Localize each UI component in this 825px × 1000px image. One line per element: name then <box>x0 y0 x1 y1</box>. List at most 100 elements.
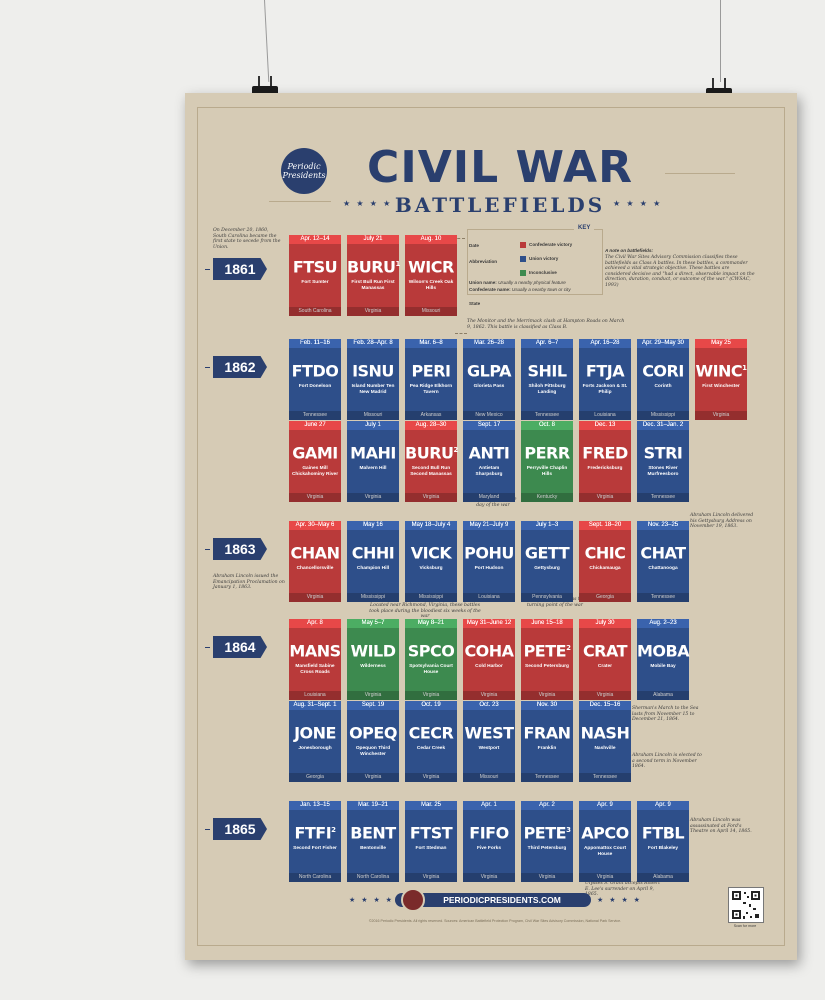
battle-tile-ftja[interactable]: Apr. 16–28 FTJA Forts Jackson & St. Philip… <box>579 339 631 420</box>
battle-state: Virginia <box>463 691 515 700</box>
legend-confederate: Confederate victory <box>529 242 573 247</box>
battle-tile-pete-3[interactable]: Apr. 2 PETE3 Third Petersburg Virginia <box>521 801 573 882</box>
battle-ordinal: 2 <box>566 644 571 652</box>
battle-tile-ftst[interactable]: Mar. 25 FTST Fort Stedman Virginia <box>405 801 457 882</box>
battle-state: Mississippi <box>637 411 689 420</box>
battle-tile-ftbl[interactable]: Apr. 9 FTBL Fort Blakeley Alabama <box>637 801 689 882</box>
battle-tile-pete-2[interactable]: June 15–18 PETE2 Second Petersburg Virginia <box>521 619 573 700</box>
battle-tile-vick[interactable]: May 18–July 4 VICK Vicksburg Mississippi <box>405 521 457 602</box>
battle-tile-stri[interactable]: Dec. 31–Jan. 2 STRI Stones River Murfreesb… <box>637 421 689 502</box>
battle-date: Feb. 28–Apr. 8 <box>347 339 399 348</box>
battle-date: May 8–21 <box>405 619 457 628</box>
battle-abbr-text: MAHI <box>350 443 396 463</box>
battle-tile-bent[interactable]: Mar. 19–21 BENT Bentonville North Carolina <box>347 801 399 882</box>
qr-code-label: Scan for more <box>733 924 757 928</box>
battle-name: First Winchester <box>702 384 740 390</box>
battle-body: PERI Pea Ridge Elkhorn Tavern <box>405 348 457 411</box>
battle-tile-chhi[interactable]: May 16 CHHI Champion Hill Mississippi <box>347 521 399 602</box>
battle-tile-cecr[interactable]: Oct. 19 CECR Cedar Creek Virginia <box>405 701 457 782</box>
battle-tile-wild[interactable]: May 5–7 WILD Wilderness Virginia <box>347 619 399 700</box>
battle-tile-fran[interactable]: Nov. 30 FRAN Franklin Tennessee <box>521 701 573 782</box>
battle-tile-cori[interactable]: Apr. 29–May 30 CORI Corinth Mississippi <box>637 339 689 420</box>
battle-tile-winc-1[interactable]: May 25 WINC1 First Winchester Virginia <box>695 339 747 420</box>
key-date-label: Date <box>469 243 479 248</box>
battle-tile-peri[interactable]: Mar. 6–8 PERI Pea Ridge Elkhorn Tavern Arka… <box>405 339 457 420</box>
battle-abbreviation: FTSU <box>289 244 341 277</box>
battle-tile-west[interactable]: Oct. 23 WEST Westport Missouri <box>463 701 515 782</box>
key-union-name-desc: Usually a nearby physical feature <box>498 280 566 285</box>
battle-name: Perryville Chaplin Hills <box>526 466 568 477</box>
battle-tile-chan[interactable]: Apr. 30–May 6 CHAN Chancellorsville Virgini… <box>289 521 341 602</box>
battle-tile-glpa[interactable]: Mar. 26–28 GLPA Glorieta Pass New Mexico <box>463 339 515 420</box>
battle-abbr-text: CHIC <box>584 543 626 563</box>
battle-tile-opeq[interactable]: Sept. 19 OPEQ Opequon Third Winchester Virg… <box>347 701 399 782</box>
battle-tile-mahi[interactable]: July 1 MAHI Malvern Hill Virginia <box>347 421 399 502</box>
website-banner[interactable]: PERIODICPRESIDENTS.COM <box>395 893 591 907</box>
battle-tile-isnu[interactable]: Feb. 28–Apr. 8 ISNU Island Number Ten New … <box>347 339 399 420</box>
battle-state: Louisiana <box>289 691 341 700</box>
battle-tile-buru-1[interactable]: July 21 BURU1 First Bull Run First Manassa… <box>347 235 401 316</box>
battle-body: GLPA Glorieta Pass <box>463 348 515 411</box>
battle-tile-chat[interactable]: Nov. 23–25 CHAT Chattanooga Tennessee <box>637 521 689 602</box>
legend-swatch-inconclusive <box>520 270 526 276</box>
battle-date: Apr. 2 <box>521 801 573 810</box>
battle-tile-buru-2[interactable]: Aug. 28–30 BURU2 Second Bull Run Second Ma… <box>405 421 458 502</box>
battle-body: JONE Jonesborough <box>289 710 341 773</box>
battle-tile-moba[interactable]: Aug. 2–23 MOBA Mobile Bay Alabama <box>637 619 690 700</box>
battle-body: CHHI Champion Hill <box>347 530 399 593</box>
battle-date: July 30 <box>579 619 631 628</box>
battle-tile-perr[interactable]: Oct. 8 PERR Perryville Chaplin Hills Kentuc… <box>521 421 573 502</box>
battle-abbr-text: FIFO <box>469 823 509 843</box>
battle-state: Virginia <box>405 493 457 502</box>
battle-tile-ftsu[interactable]: Apr. 12–14 FTSU Fort Sumter South Carolina <box>289 235 341 316</box>
battle-tile-chic[interactable]: Sept. 18–20 CHIC Chickamauga Georgia <box>579 521 631 602</box>
battle-tile-apco[interactable]: Apr. 9 APCO Appomattox Court House Virginia <box>579 801 631 882</box>
battle-tile-gett[interactable]: July 1–3 GETT Gettysburg Pennsylvania <box>521 521 573 602</box>
battle-abbreviation: FTBL <box>637 810 689 843</box>
timeline-tick <box>205 269 210 270</box>
battle-tile-fred[interactable]: Dec. 13 FRED Fredericksburg Virginia <box>579 421 631 502</box>
battle-body: VICK Vicksburg <box>405 530 457 593</box>
battle-state: Tennessee <box>579 773 631 782</box>
battle-date: May 31–June 12 <box>463 619 515 628</box>
battle-body: CRAT Crater <box>579 628 631 691</box>
battle-name: Gaines Mill Chickahominy River <box>291 466 339 477</box>
battle-state: Louisiana <box>579 411 631 420</box>
battle-abbr-text: SPCO <box>407 641 455 661</box>
battle-abbreviation: NASH <box>579 710 631 743</box>
battle-tile-crat[interactable]: July 30 CRAT Crater Virginia <box>579 619 631 700</box>
battle-name: Fort Blakeley <box>647 846 679 852</box>
battle-tile-anti[interactable]: Sept. 17 ANTI Antietam Sharpsburg Maryland <box>463 421 515 502</box>
battle-abbr-text: OPEQ <box>349 723 397 743</box>
battle-tile-spco[interactable]: May 8–21 SPCO Spotsylvania Court House Virg… <box>405 619 457 700</box>
qr-code-icon[interactable] <box>728 887 764 923</box>
battle-tile-gami[interactable]: June 27 GAMI Gaines Mill Chickahominy Rive… <box>289 421 341 502</box>
battle-name: Fort Donelson <box>298 384 332 390</box>
battle-tile-wicr[interactable]: Aug. 10 WICR Wilson's Creek Oak Hills Misso… <box>405 235 457 316</box>
battle-date: May 25 <box>695 339 747 348</box>
battle-tile-jone[interactable]: Aug. 31–Sept. 1 JONE Jonesborough Georgia <box>289 701 341 782</box>
battle-state: Virginia <box>521 873 573 882</box>
battle-tile-mans[interactable]: Apr. 8 MANS Mansfield Sabine Cross Roads Lo… <box>289 619 341 700</box>
battle-abbreviation: GAMI <box>289 430 341 463</box>
timeline-tick <box>205 829 210 830</box>
battle-body: FTDO Fort Donelson <box>289 348 341 411</box>
battle-tile-nash[interactable]: Dec. 15–16 NASH Nashville Tennessee <box>579 701 631 782</box>
battle-tile-pohu[interactable]: May 21–July 9 POHU Port Hudson Louisiana <box>463 521 515 602</box>
battle-tile-coha[interactable]: May 31–June 12 COHA Cold Harbor Virginia <box>463 619 515 700</box>
battle-tile-shil[interactable]: Apr. 6–7 SHIL Shiloh Pittsburg Landing Tenn… <box>521 339 573 420</box>
battle-abbreviation: PETE3 <box>521 810 573 843</box>
battle-tile-fifo[interactable]: Apr. 1 FIFO Five Forks Virginia <box>463 801 515 882</box>
battle-abbr-text: FRAN <box>523 723 571 743</box>
battle-abbr-text: GAMI <box>292 443 338 463</box>
battle-name: Antietam Sharpsburg <box>475 466 503 477</box>
battle-name: Nashville <box>594 746 616 752</box>
battle-body: STRI Stones River Murfreesboro <box>637 430 689 493</box>
battle-abbr-text: FTSU <box>292 257 338 277</box>
battle-tile-ftfi-2[interactable]: Jan. 13–15 FTFI2 Second Fort Fisher North C… <box>289 801 341 882</box>
battle-ordinal: 1 <box>395 260 401 268</box>
battle-date: June 27 <box>289 421 341 430</box>
battle-tile-ftdo[interactable]: Feb. 11–16 FTDO Fort Donelson Tennessee <box>289 339 341 420</box>
legend-swatch-confederate <box>520 242 526 248</box>
battle-state: Virginia <box>347 773 399 782</box>
